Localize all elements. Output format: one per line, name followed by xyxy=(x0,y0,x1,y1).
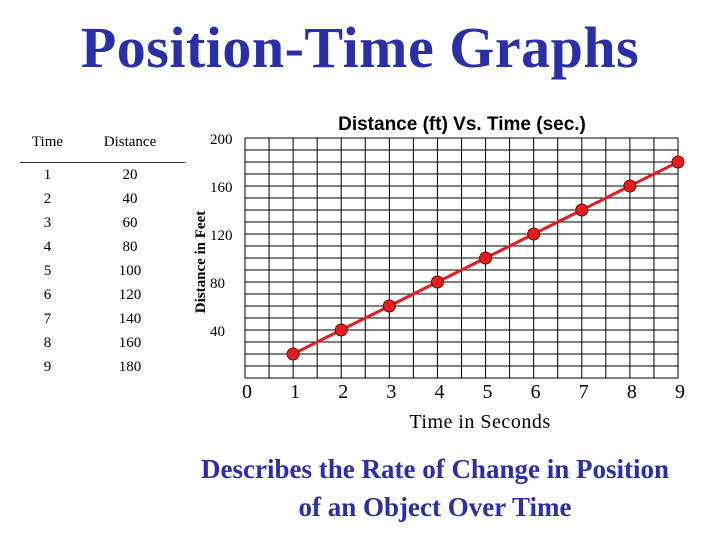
table-header-distance: Distance xyxy=(75,134,185,163)
table-cell-time: 4 xyxy=(43,238,52,255)
table-cell-distance: 40 xyxy=(122,190,138,207)
x-tick-label: 5 xyxy=(483,381,493,403)
table-cell-time: 7 xyxy=(43,310,52,327)
table-row: 7 140 xyxy=(20,307,185,331)
data-point xyxy=(479,251,493,265)
table-row: 2 40 xyxy=(20,187,185,211)
data-point xyxy=(623,179,637,193)
table-cell-distance: 80 xyxy=(122,238,138,255)
table-cell-time: 1 xyxy=(43,166,52,183)
y-tick-label: 160 xyxy=(210,180,233,196)
table-row: 5 100 xyxy=(20,259,185,283)
table-row: 8 160 xyxy=(20,331,185,355)
table-body: 1 20 2 40 3 60 4 80 5 100 6 120 7 140 8 160 9 180 xyxy=(20,163,185,380)
table-cell-distance: 180 xyxy=(118,358,142,375)
y-tick-label: 80 xyxy=(210,276,225,292)
x-tick-label: 6 xyxy=(531,381,541,403)
table-row: 6 120 xyxy=(20,283,185,307)
table-cell-time: 3 xyxy=(43,214,52,231)
x-axis-label: Time in Seconds xyxy=(409,411,550,433)
table-row: 4 80 xyxy=(20,235,185,259)
table-cell-distance: 60 xyxy=(122,214,138,231)
table-cell-time: 5 xyxy=(43,262,52,279)
table-cell-distance: 100 xyxy=(118,262,142,279)
data-point xyxy=(430,275,444,289)
x-tick-label: 0 xyxy=(242,381,252,403)
data-point xyxy=(527,227,541,241)
table-row: 1 20 xyxy=(20,163,185,188)
table-row: 3 60 xyxy=(20,211,185,235)
table-header-time: Time xyxy=(20,134,75,163)
slide-subtitle: Describes the Rate of Change in Position… xyxy=(201,454,669,522)
y-axis-label: Distance in Feet xyxy=(193,211,209,313)
data-point xyxy=(334,323,348,337)
chart-axes: 40 80 120 160 200 0 1 2 3 4 5 6 7 8 9 xyxy=(210,132,685,403)
data-point xyxy=(671,155,685,169)
data-point xyxy=(575,203,589,217)
table-cell-time: 8 xyxy=(43,334,52,351)
table-cell-distance: 140 xyxy=(118,310,142,327)
x-tick-label: 7 xyxy=(579,381,589,403)
table-row: 9 180 xyxy=(20,355,185,379)
table-cell-time: 2 xyxy=(43,190,52,207)
table-cell-time: 6 xyxy=(43,286,52,303)
table-cell-distance: 160 xyxy=(118,334,142,351)
x-tick-label: 8 xyxy=(627,381,637,403)
slide-title: Position-Time Graphs xyxy=(80,15,640,80)
x-tick-label: 2 xyxy=(338,381,348,403)
table-cell-time: 9 xyxy=(43,358,52,375)
y-tick-label: 40 xyxy=(210,324,225,340)
y-tick-label: 120 xyxy=(210,228,233,244)
table-cell-distance: 20 xyxy=(122,166,138,183)
chart-series xyxy=(286,155,685,361)
y-tick-label: 200 xyxy=(210,132,233,148)
x-tick-label: 1 xyxy=(290,381,300,403)
x-tick-label: 4 xyxy=(434,381,444,403)
chart-grid xyxy=(244,137,679,379)
data-table: Time Distance 1 20 2 40 3 60 4 80 5 100 6 120 7 140 8 1… xyxy=(20,134,185,379)
table-cell-distance: 120 xyxy=(118,286,142,303)
x-tick-label: 9 xyxy=(675,381,685,403)
x-tick-label: 3 xyxy=(386,381,396,403)
chart-title: Distance (ft) Vs. Time (sec.) xyxy=(338,114,586,135)
data-point xyxy=(382,299,396,313)
data-point xyxy=(286,347,300,361)
